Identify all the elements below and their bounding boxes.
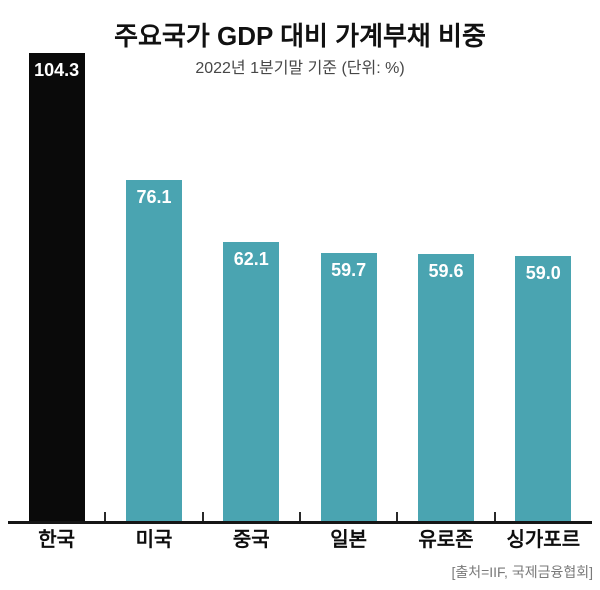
source-note: [출처=IIF, 국제금융협회] [451,564,593,580]
bar-value-label: 104.3 [34,60,80,80]
x-axis-tick [104,512,106,521]
x-axis-category-label: 미국 [135,529,173,551]
bar-plot-area: 104.3 76.1 62.1 59.7 59.6 59.0 [8,0,592,521]
bar-column: 59.7 [300,0,397,521]
bar: 59.7 [320,253,377,521]
bar-value-label: 59.6 [428,261,464,281]
x-axis-tick [494,512,496,521]
bar-column: 62.1 [203,0,300,521]
x-axis-tick [396,512,398,521]
bar-column: 59.6 [397,0,494,521]
x-axis-category-label: 중국 [232,529,270,551]
bar-value-label: 76.1 [136,187,172,207]
x-axis-labels-row: 한국 미국 중국 일본 유로존 싱가포르 [8,527,592,553]
x-axis-category-label: 한국 [38,529,76,551]
bar: 104.3 [28,53,85,521]
chart-title: 주요국가 GDP 대비 가계부채 비중 [114,21,486,51]
bar: 59.0 [515,256,572,521]
bar-value-label: 59.0 [525,263,561,283]
bar-column: 104.3 [8,0,105,521]
bar-column: 76.1 [105,0,202,521]
bar: 76.1 [125,180,182,521]
bar: 62.1 [223,242,280,521]
x-axis-tick [299,512,301,521]
x-axis-line [8,521,592,524]
x-axis-category-label: 일본 [330,529,368,551]
bar-value-label: 59.7 [331,260,367,280]
x-axis-tick [202,512,204,521]
chart-subtitle: 2022년 1분기말 기준 (단위: %) [195,60,405,77]
x-axis-category-label: 싱가포르 [506,529,581,551]
bar: 59.6 [417,254,474,521]
bar-value-label: 62.1 [233,249,269,269]
x-axis-category-label: 유로존 [418,529,474,551]
bar-column: 59.0 [495,0,592,521]
